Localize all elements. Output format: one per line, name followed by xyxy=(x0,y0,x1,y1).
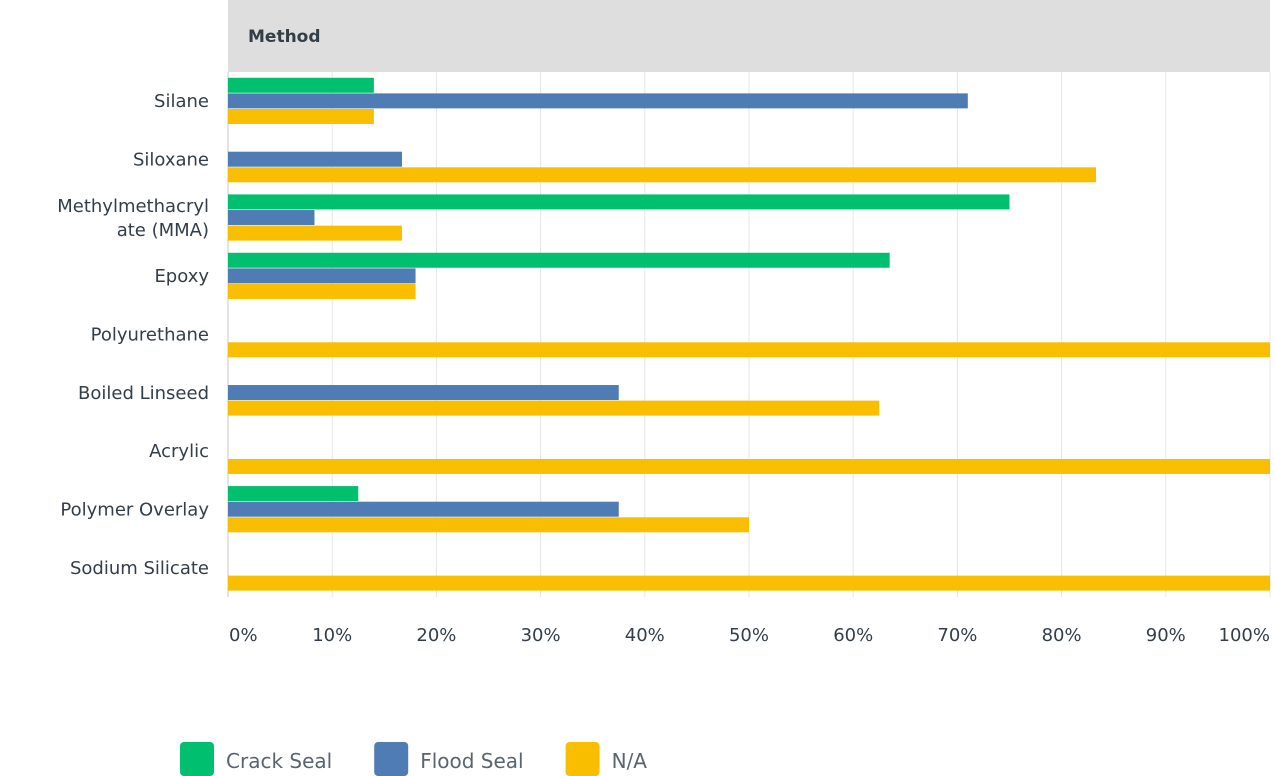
bar-n-a-8 xyxy=(228,575,1270,591)
bar-crack-seal-3 xyxy=(228,252,890,268)
category-label: Boiled Linseed xyxy=(78,383,209,404)
bar-n-a-6 xyxy=(228,458,1270,474)
bars xyxy=(228,77,1270,591)
x-tick-label: 20% xyxy=(416,625,456,646)
x-tick-label: 10% xyxy=(312,625,352,646)
category-label: Sodium Silicate xyxy=(70,558,209,579)
category-label: Polymer Overlay xyxy=(60,500,209,521)
bar-flood-seal-5 xyxy=(228,385,619,401)
category-label: Silane xyxy=(154,91,209,112)
category-label: Acrylic xyxy=(149,441,209,462)
category-label: Methylmethacryl xyxy=(57,196,209,217)
legend-swatch xyxy=(565,742,600,776)
bar-n-a-5 xyxy=(228,400,880,416)
legend: Crack Seal Flood Seal N/A xyxy=(180,742,647,776)
bar-crack-seal-7 xyxy=(228,486,359,502)
x-tick-label: 50% xyxy=(729,625,769,646)
legend-label: N/A xyxy=(612,749,648,773)
bar-n-a-3 xyxy=(228,283,416,299)
x-tick-label: 70% xyxy=(937,625,977,646)
x-tick-label: 80% xyxy=(1042,625,1082,646)
bar-n-a-1 xyxy=(228,167,1096,183)
header-title: Method xyxy=(248,27,321,47)
legend-swatch xyxy=(374,742,409,776)
bar-n-a-4 xyxy=(228,342,1270,358)
x-tick-label: 40% xyxy=(625,625,665,646)
bar-flood-seal-1 xyxy=(228,151,403,167)
bar-flood-seal-0 xyxy=(228,93,968,109)
x-tick-label: 0% xyxy=(229,625,258,646)
bar-n-a-7 xyxy=(228,517,749,533)
category-label: ate (MMA) xyxy=(117,220,209,241)
x-tick-label: 60% xyxy=(833,625,873,646)
bar-flood-seal-2 xyxy=(228,210,315,226)
header-band xyxy=(228,0,1270,72)
bar-flood-seal-7 xyxy=(228,501,619,517)
category-labels: Silane Siloxane Methylmethacryl ate (MMA) Ep… xyxy=(57,91,209,579)
x-tick-label: 30% xyxy=(521,625,561,646)
x-tick-label: 90% xyxy=(1146,625,1186,646)
bar-flood-seal-3 xyxy=(228,268,416,284)
category-label: Polyurethane xyxy=(91,325,209,346)
x-tick-labels: 0% 10% 20% 30% 40% 50% 60% 70% 80% 90% 100% xyxy=(229,625,1270,646)
bar-n-a-2 xyxy=(228,225,403,241)
x-tick-label: 100% xyxy=(1219,625,1270,646)
category-label: Siloxane xyxy=(133,150,209,171)
legend-swatch xyxy=(180,742,214,776)
bar-crack-seal-0 xyxy=(228,77,374,93)
legend-label: Crack Seal xyxy=(226,749,332,773)
category-label: Epoxy xyxy=(154,266,209,287)
bar-n-a-0 xyxy=(228,108,374,124)
legend-label: Flood Seal xyxy=(420,749,523,773)
bar-crack-seal-2 xyxy=(228,194,1010,210)
